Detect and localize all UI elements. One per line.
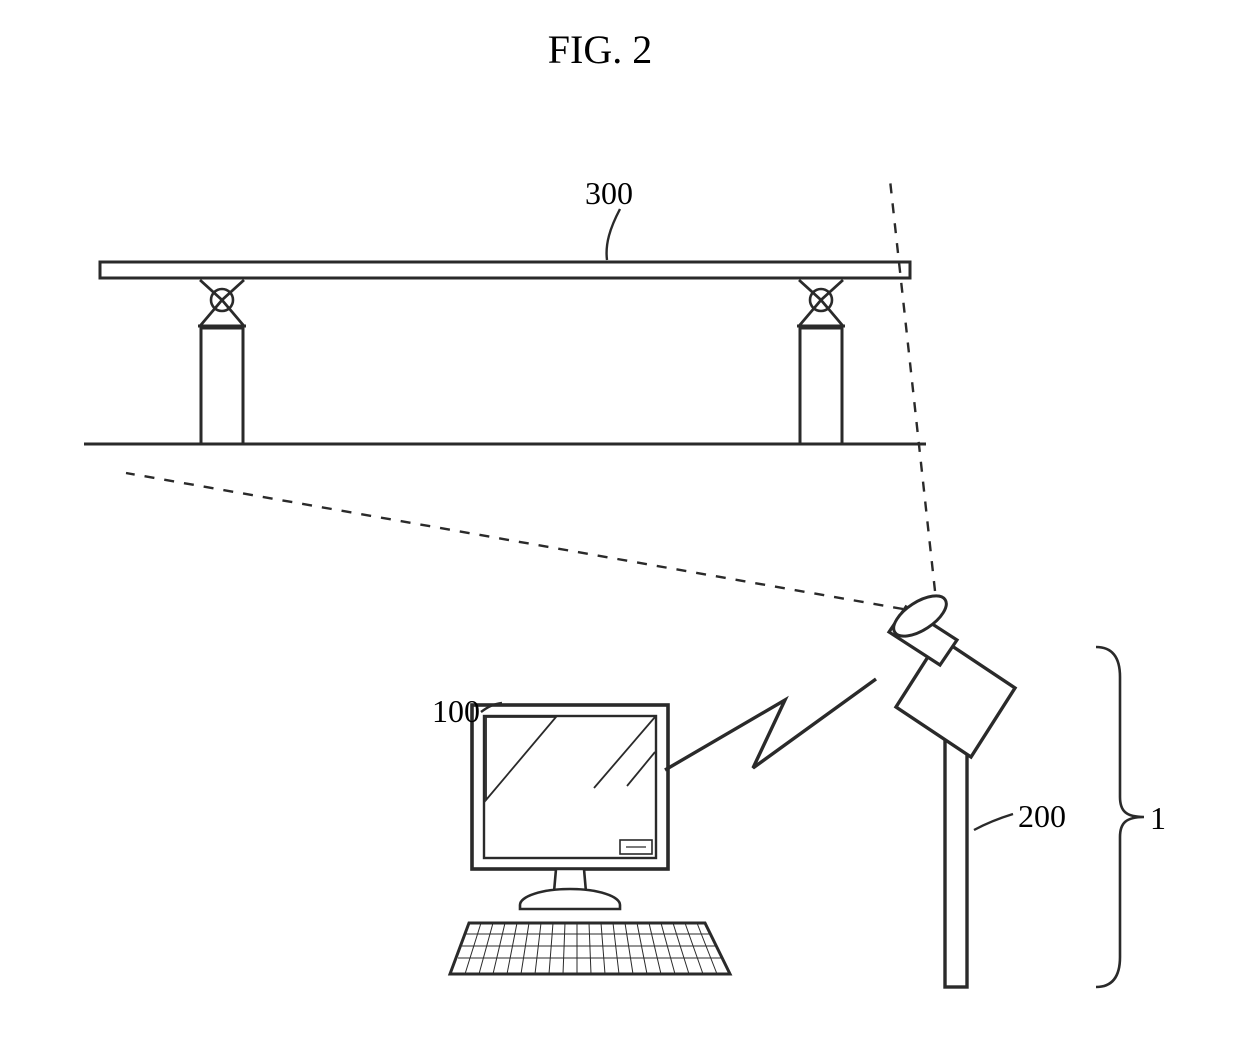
wireless-zigzag	[665, 679, 876, 770]
system-brace	[1096, 647, 1144, 987]
leader-200	[974, 814, 1013, 830]
figure-svg	[0, 0, 1240, 1063]
camera-fov	[126, 180, 935, 609]
ref-100: 100	[432, 693, 480, 730]
computer	[450, 705, 730, 974]
ref-200: 200	[1018, 798, 1066, 835]
figure-canvas: FIG. 2	[0, 0, 1240, 1063]
bearing-right	[797, 280, 845, 326]
ref-1: 1	[1150, 800, 1166, 837]
figure-title: FIG. 2	[548, 26, 652, 73]
bridge	[84, 262, 926, 444]
bearing-left	[198, 280, 246, 326]
leader-300	[607, 209, 620, 260]
ref-300: 300	[585, 175, 633, 212]
